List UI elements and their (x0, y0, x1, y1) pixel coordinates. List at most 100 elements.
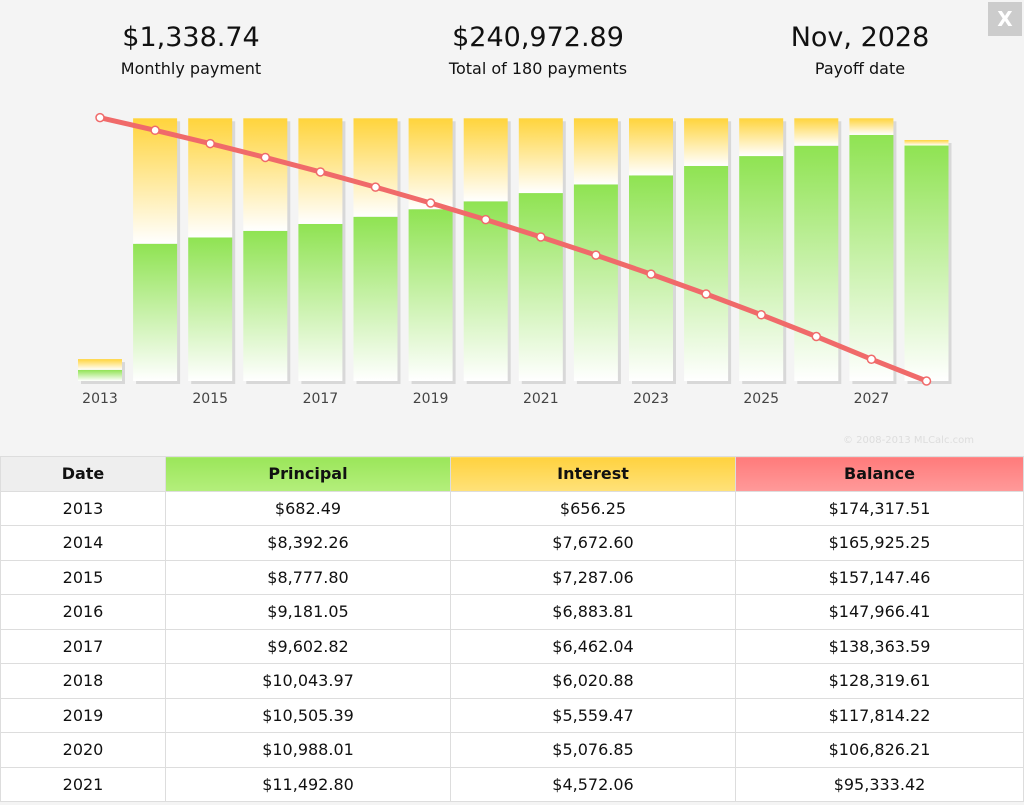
x-tick-label: 2023 (633, 391, 669, 407)
column-header: Interest (450, 456, 736, 492)
balance-line (97, 115, 929, 384)
bar-segment (518, 193, 563, 381)
summary-value: Nov, 2028 (790, 22, 930, 53)
table-cell: $6,462.04 (450, 628, 736, 664)
table-cell: $106,826.21 (735, 732, 1024, 768)
bar-segment (463, 201, 508, 381)
bar-segment (849, 134, 894, 381)
table-cell: $6,020.88 (450, 663, 736, 699)
table-cell: $10,505.39 (165, 697, 451, 733)
table-cell: 2013 (0, 490, 166, 526)
x-tick-label: 2025 (743, 391, 779, 407)
table-cell: 2019 (0, 697, 166, 733)
balance-point (95, 112, 105, 123)
table-row: 2015 $8,777.80 $7,287.06 $157,147.46 (0, 559, 1024, 595)
table-cell: $165,925.25 (735, 525, 1024, 561)
x-tick-label: 2017 (303, 391, 339, 407)
balance-point (536, 232, 546, 242)
table-cell: $8,777.80 (165, 559, 451, 595)
table-cell: 2017 (0, 628, 166, 664)
summary-label: Monthly payment (120, 59, 262, 78)
table-cell: $4,572.06 (450, 766, 736, 802)
balance-point (150, 125, 160, 136)
table-cell: $10,043.97 (165, 663, 451, 699)
bar-segment (794, 145, 839, 381)
balance-point (866, 354, 877, 364)
x-tick-label: 2027 (854, 391, 890, 407)
balance-point (205, 138, 215, 149)
summary-label: Payoff date (814, 59, 906, 78)
balance-point (315, 167, 326, 177)
balance-point (260, 152, 271, 163)
bar-segment (353, 118, 398, 217)
balance-point (646, 269, 656, 279)
bar-segment (408, 209, 453, 381)
bar-segment (78, 359, 122, 370)
bar-segment (684, 165, 729, 381)
bar-segment (133, 118, 178, 244)
table-cell: $138,363.59 (735, 628, 1024, 664)
table-cell: 2020 (0, 732, 166, 768)
copyright: © 2008-2013 MLCalc.com (843, 435, 974, 446)
table-cell: $128,319.61 (735, 663, 1024, 699)
bar-segment (188, 118, 233, 238)
summary-value: $240,972.89 (452, 22, 624, 53)
table-cell: $682.49 (165, 490, 451, 526)
table-cell: $7,672.60 (450, 525, 736, 561)
table-row: 2018 $10,043.97 $6,020.88 $128,319.61 (0, 663, 1024, 699)
bar-segment (298, 223, 343, 381)
close-button[interactable]: X (988, 2, 1022, 36)
x-tick-label: 2019 (413, 391, 449, 407)
chart: 2013 2015 2017 2019 2021 2023 2025 2027 (78, 112, 952, 407)
bar-segment (463, 118, 508, 202)
table-cell: $174,317.51 (735, 490, 1024, 526)
schedule-table: Date Principal Interest Balance 2013 $682.49 $… (0, 456, 1024, 802)
table-cell: 2018 (0, 663, 166, 699)
x-tick-label: 2021 (523, 391, 559, 407)
balance-point (921, 376, 932, 386)
table-cell: $95,333.42 (735, 766, 1024, 802)
bar-segment (78, 369, 122, 381)
balance-point (370, 182, 381, 192)
bar-segment (739, 156, 784, 381)
bar-segment (573, 118, 618, 185)
bar-segment (904, 140, 949, 146)
balance-point (811, 331, 822, 342)
summary-item: $1,338.74 Monthly payment (41, 22, 341, 78)
table-cell: $5,076.85 (450, 732, 736, 768)
bar-segment (794, 118, 839, 146)
balance-point (701, 289, 711, 299)
table-row: 2017 $9,602.82 $6,462.04 $138,363.59 (0, 628, 1024, 664)
x-tick-label: 2013 (82, 391, 118, 407)
column-header: Principal (165, 456, 451, 492)
table-row: 2019 $10,505.39 $5,559.47 $117,814.22 (0, 697, 1024, 733)
bar-segment (904, 145, 949, 381)
bar-segment (188, 237, 233, 381)
table-cell: 2015 (0, 559, 166, 595)
bar-segment (133, 243, 178, 381)
table-cell: $6,883.81 (450, 594, 736, 630)
bar-segment (573, 184, 618, 381)
table-row: 2016 $9,181.05 $6,883.81 $147,966.41 (0, 594, 1024, 630)
bar-segment (353, 216, 398, 381)
summary-item: Nov, 2028 Payoff date (710, 22, 1010, 78)
table-cell: $147,966.41 (735, 594, 1024, 630)
table-cell: $10,988.01 (165, 732, 451, 768)
table-cell: $157,147.46 (735, 559, 1024, 595)
column-header: Balance (735, 456, 1024, 492)
x-tick-label: 2015 (192, 391, 228, 407)
table-row: 2020 $10,988.01 $5,076.85 $106,826.21 (0, 732, 1024, 768)
bar-segment (739, 118, 784, 157)
summary-item: $240,972.89 Total of 180 payments (388, 22, 688, 78)
balance-point (480, 214, 491, 225)
bar-segment (629, 118, 673, 176)
bar-segment (849, 118, 894, 135)
table-cell: $5,559.47 (450, 697, 736, 733)
table-row: 2014 $8,392.26 $7,672.60 $165,925.25 (0, 525, 1024, 561)
table-row: 2021 $11,492.80 $4,572.06 $95,333.42 (0, 766, 1024, 802)
column-header: Date (0, 456, 166, 492)
table-cell: 2016 (0, 594, 166, 630)
bar-segment (243, 118, 288, 231)
balance-point (425, 198, 436, 208)
bar-segment (408, 118, 453, 210)
